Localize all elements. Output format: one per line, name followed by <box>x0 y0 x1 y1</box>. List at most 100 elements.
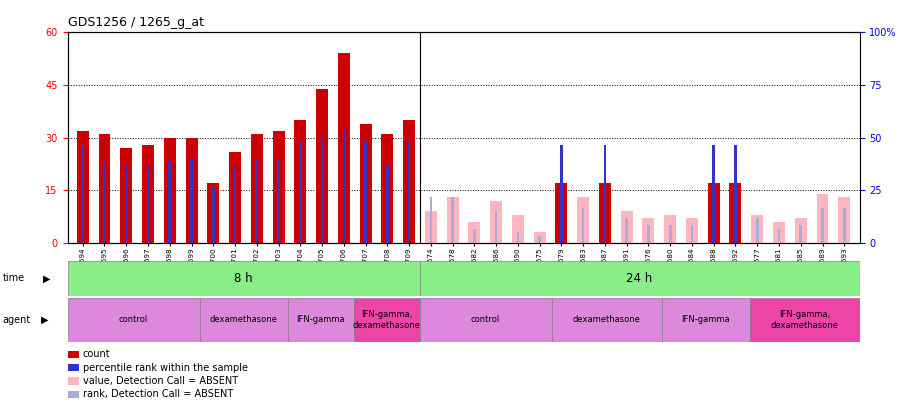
Bar <box>491 201 502 243</box>
Text: GDS1256 / 1265_g_at: GDS1256 / 1265_g_at <box>68 16 203 29</box>
Bar <box>316 89 328 243</box>
Bar <box>555 183 567 243</box>
Bar <box>212 187 214 243</box>
Bar <box>273 131 284 243</box>
Text: ▶: ▶ <box>41 315 49 325</box>
Bar <box>386 166 389 243</box>
Bar <box>419 261 860 296</box>
Bar <box>164 138 176 243</box>
Bar <box>76 131 89 243</box>
Bar <box>690 226 693 243</box>
Text: time: time <box>3 273 25 283</box>
Bar <box>795 218 806 243</box>
Bar <box>773 222 785 243</box>
Bar <box>643 218 654 243</box>
Bar <box>425 211 436 243</box>
Text: agent: agent <box>3 315 31 325</box>
Bar <box>598 183 611 243</box>
Text: IFN-gamma,
dexamethasone: IFN-gamma, dexamethasone <box>770 310 839 330</box>
Text: 8 h: 8 h <box>234 272 253 285</box>
Bar <box>756 218 759 243</box>
Bar <box>577 197 590 243</box>
Bar <box>190 159 193 243</box>
Bar <box>821 208 824 243</box>
Text: dexamethasone: dexamethasone <box>572 315 641 324</box>
Bar <box>68 298 200 342</box>
Bar <box>664 215 676 243</box>
Text: IFN-gamma,
dexamethasone: IFN-gamma, dexamethasone <box>353 310 420 330</box>
Text: control: control <box>471 315 500 324</box>
Bar <box>604 145 607 243</box>
Bar <box>287 298 354 342</box>
Bar <box>168 162 171 243</box>
Bar <box>320 138 323 243</box>
Bar <box>778 229 780 243</box>
Bar <box>185 138 197 243</box>
Bar <box>104 162 106 243</box>
Bar <box>207 183 220 243</box>
Text: IFN-gamma: IFN-gamma <box>296 315 345 324</box>
Bar <box>360 124 372 243</box>
Bar <box>495 211 498 243</box>
Bar <box>647 226 650 243</box>
Bar <box>343 131 345 243</box>
Text: control: control <box>119 315 148 324</box>
Text: value, Detection Call = ABSENT: value, Detection Call = ABSENT <box>83 376 238 386</box>
Text: 24 h: 24 h <box>626 272 652 285</box>
Bar <box>734 145 737 243</box>
Bar <box>382 134 393 243</box>
Bar <box>408 141 410 243</box>
Text: dexamethasone: dexamethasone <box>210 315 277 324</box>
Bar <box>816 194 829 243</box>
Bar <box>707 183 720 243</box>
Bar <box>838 197 850 243</box>
Bar <box>843 208 846 243</box>
Bar <box>451 197 454 243</box>
Bar <box>147 166 149 243</box>
Bar <box>473 229 476 243</box>
Bar <box>752 215 763 243</box>
Bar <box>429 197 432 243</box>
Bar <box>234 166 237 243</box>
Bar <box>517 232 519 243</box>
Bar <box>552 298 662 342</box>
Bar <box>468 222 481 243</box>
Bar <box>446 197 459 243</box>
Bar <box>560 145 562 243</box>
Bar <box>419 298 552 342</box>
Bar <box>403 120 415 243</box>
Text: rank, Detection Call = ABSENT: rank, Detection Call = ABSENT <box>83 390 233 399</box>
Bar <box>750 298 859 342</box>
Bar <box>713 145 715 243</box>
Bar <box>299 141 302 243</box>
Text: count: count <box>83 350 111 359</box>
Bar <box>230 152 241 243</box>
Bar <box>686 218 698 243</box>
Bar <box>512 215 524 243</box>
Text: ▶: ▶ <box>43 273 50 283</box>
Text: IFN-gamma: IFN-gamma <box>681 315 730 324</box>
Bar <box>256 159 258 243</box>
Text: percentile rank within the sample: percentile rank within the sample <box>83 363 248 373</box>
Bar <box>200 298 287 342</box>
Bar <box>582 208 584 243</box>
Bar <box>626 218 628 243</box>
Bar <box>142 145 154 243</box>
Bar <box>364 141 367 243</box>
Bar <box>730 183 742 243</box>
Bar <box>538 236 541 243</box>
Bar <box>251 134 263 243</box>
Bar <box>534 232 545 243</box>
Bar <box>338 53 350 243</box>
Bar <box>621 211 633 243</box>
Bar <box>662 298 750 342</box>
Bar <box>294 120 306 243</box>
Bar <box>98 134 111 243</box>
Bar <box>277 159 280 243</box>
Bar <box>81 145 84 243</box>
Bar <box>121 148 132 243</box>
Bar <box>68 261 419 296</box>
Bar <box>669 226 671 243</box>
Bar <box>125 166 128 243</box>
Bar <box>799 226 802 243</box>
